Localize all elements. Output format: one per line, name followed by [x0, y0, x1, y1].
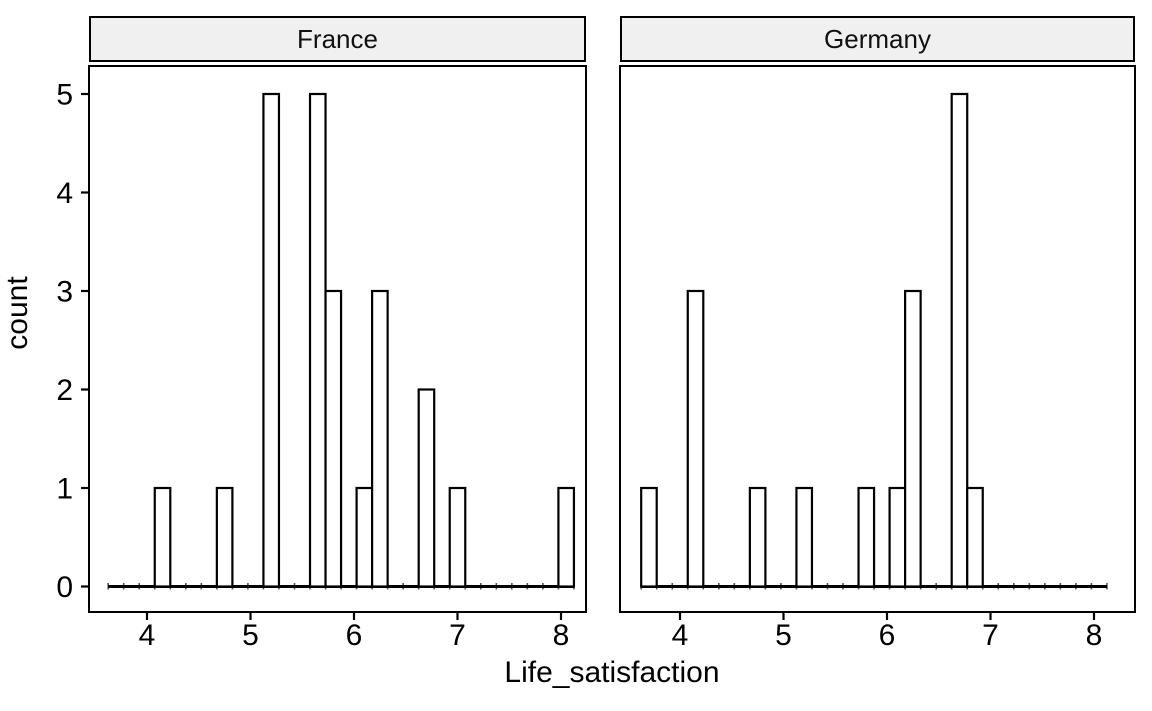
histogram-bar: [686, 289, 705, 588]
facet-strip-label: Germany: [824, 23, 931, 54]
panel-border: [619, 65, 1136, 613]
histogram-bar: [308, 92, 327, 588]
histogram-bar: [324, 289, 343, 588]
histogram-bar: [417, 388, 436, 588]
histogram-bar: [748, 486, 767, 588]
x-axis-title: Life_satisfaction: [504, 656, 720, 689]
histogram-bar: [355, 486, 374, 588]
histogram-bar: [950, 92, 969, 588]
histogram-bar: [371, 289, 389, 588]
y-axis-title: count: [1, 276, 34, 350]
histogram-bar: [795, 486, 814, 588]
y-tick-label: 2: [56, 374, 73, 407]
histogram-bar: [640, 486, 658, 588]
histogram-bar: [888, 486, 907, 588]
y-tick-label: 3: [56, 276, 73, 309]
x-tick-label: 6: [346, 619, 363, 652]
histogram-bar: [262, 92, 281, 588]
facet-strip-france: France: [89, 16, 586, 62]
x-tick-label: 5: [242, 619, 259, 652]
x-tick-label: 4: [672, 619, 689, 652]
panel-border: [88, 65, 587, 613]
histogram-bar: [557, 486, 576, 588]
histogram-bar: [153, 486, 172, 588]
y-tick-label: 1: [56, 473, 73, 506]
x-tick-label: 8: [1086, 619, 1103, 652]
histogram-bar: [904, 289, 922, 588]
histogram-bar: [857, 486, 876, 588]
histogram-bar: [966, 486, 984, 588]
x-tick-label: 4: [139, 619, 156, 652]
x-tick-label: 7: [982, 619, 999, 652]
facet-strip-germany: Germany: [620, 16, 1135, 62]
x-tick-label: 6: [879, 619, 896, 652]
histogram-bar: [215, 486, 234, 588]
facet-strip-label: France: [297, 23, 378, 54]
y-tick-label: 4: [56, 177, 73, 210]
x-tick-label: 8: [553, 619, 570, 652]
y-tick-label: 0: [56, 571, 73, 604]
histogram-bar: [448, 486, 467, 588]
y-tick-label: 5: [56, 79, 73, 112]
x-tick-label: 7: [449, 619, 466, 652]
x-tick-label: 5: [775, 619, 792, 652]
